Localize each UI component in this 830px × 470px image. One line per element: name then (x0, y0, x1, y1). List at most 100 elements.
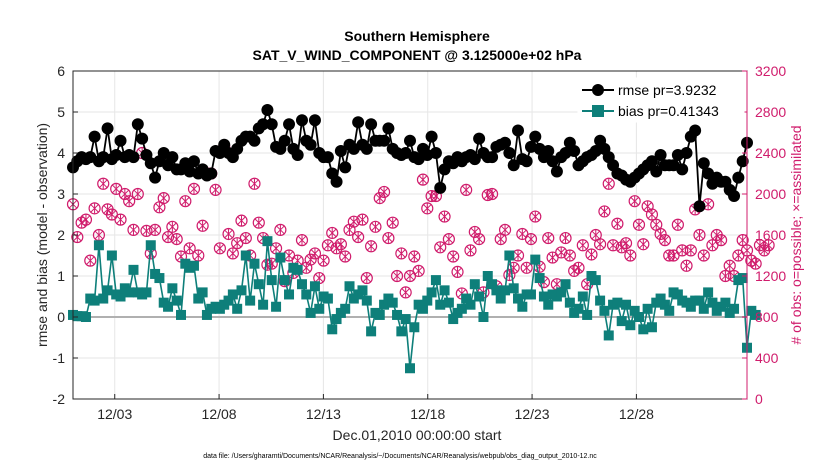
possible-obs-marker (114, 213, 127, 226)
bias-point (262, 236, 273, 247)
bias-point (309, 281, 320, 292)
rmse-point (330, 175, 343, 188)
assimilated-obs-marker (604, 178, 613, 189)
assimilated-obs-marker (302, 262, 311, 273)
assimilated-obs-marker (522, 262, 531, 273)
bias-point (478, 312, 489, 322)
possible-obs-marker (412, 264, 425, 277)
possible-obs-marker (304, 253, 317, 266)
assimilated-obs-marker (228, 248, 238, 259)
assimilated-obs-marker (591, 230, 600, 240)
bias-point (171, 295, 182, 306)
possible-obs-marker (347, 215, 360, 228)
y-axis-right-ticks: 0 400 800 1200 1600 2000 2400 2800 3200 (742, 63, 786, 407)
possible-obs-marker (498, 223, 512, 236)
possible-obs-marker (693, 228, 706, 242)
possible-obs-marker (464, 244, 477, 257)
possible-obs-marker (723, 259, 736, 272)
legend-rmse-marker (592, 84, 604, 96)
assimilated-obs-marker (349, 216, 358, 227)
y-axis-label: rmse and bias (model - observation) (34, 123, 50, 347)
possible-obs-marker (680, 259, 693, 272)
assimilated-obs-marker (107, 209, 117, 220)
possible-obs-marker (84, 254, 97, 267)
bias-point (93, 240, 104, 251)
assimilated-obs-marker (716, 235, 726, 246)
bias-point (331, 314, 342, 325)
bias-point (504, 250, 515, 261)
assimilated-obs-marker (159, 193, 168, 204)
possible-obs-marker (416, 173, 430, 186)
bias-point (374, 309, 385, 320)
bias-point (253, 279, 264, 290)
possible-obs-marker (395, 247, 408, 260)
chart-subtitle: SAT_V_WIND_COMPONENT @ 3.125000e+02 hPa (253, 47, 582, 63)
assimilated-obs-marker (99, 178, 108, 189)
y-tick-label: 4 (57, 145, 65, 161)
possible-obs-marker (157, 192, 170, 205)
bias-point (115, 291, 126, 302)
assimilated-obs-marker (617, 242, 626, 253)
rmse-point (429, 147, 442, 159)
assimilated-obs-marker (237, 215, 246, 226)
bias-point (80, 312, 91, 322)
y-right-tick-label: 1600 (755, 227, 786, 243)
rmse-point (645, 155, 658, 168)
possible-obs-marker (127, 223, 140, 236)
possible-obs-marker (503, 268, 516, 282)
assimilated-obs-marker (652, 219, 661, 230)
data-file-footnote: data file: /Users/gharamti/Documents/NCA… (203, 453, 597, 460)
bias-point (396, 326, 407, 337)
possible-obs-marker (425, 189, 438, 203)
possible-obs-marker (447, 250, 460, 263)
assimilated-obs-marker (518, 228, 527, 239)
assimilated-obs-marker (570, 265, 579, 276)
rmse-point (352, 116, 365, 129)
bias-point (625, 320, 636, 331)
bias-point (284, 289, 295, 300)
bias-point (124, 287, 135, 298)
possible-obs-marker (352, 230, 365, 244)
rmse-point (650, 165, 663, 178)
possible-obs-marker (239, 231, 252, 245)
bias-point (327, 324, 338, 335)
possible-obs-marker (602, 177, 615, 190)
bias-point (556, 287, 567, 298)
legend-rmse-label: rmse pr=3.9232 (618, 82, 717, 98)
bias-point (616, 316, 627, 327)
possible-obs-marker (632, 218, 646, 231)
possible-obs-marker (615, 241, 628, 254)
assimilated-obs-marker (150, 224, 160, 235)
bias-point (655, 293, 666, 304)
bias-point (141, 287, 152, 298)
possible-obs-marker (520, 261, 533, 274)
assimilated-obs-marker (362, 273, 371, 284)
bias-point (197, 287, 208, 298)
possible-obs-marker (529, 210, 542, 223)
assimilated-obs-marker (703, 199, 713, 210)
possible-obs-marker (559, 231, 572, 245)
assimilated-obs-marker (375, 193, 384, 204)
rmse-point (404, 134, 416, 147)
bias-point (314, 303, 325, 314)
bias-point (279, 275, 290, 286)
x-tick-label: 12/18 (410, 406, 445, 422)
y-axis-left-ticks: -2 -1 0 1 2 3 4 5 6 (53, 63, 78, 407)
possible-obs-marker (719, 269, 732, 283)
assimilated-obs-marker (643, 201, 652, 212)
y-right-tick-label: 2000 (755, 186, 786, 202)
bias-point (145, 240, 156, 251)
assimilated-obs-marker (708, 240, 717, 251)
assimilated-obs-marker (341, 251, 350, 262)
bias-point (301, 289, 312, 300)
possible-obs-marker (663, 249, 676, 262)
assimilated-obs-marker (760, 245, 769, 256)
bias-point (482, 271, 493, 281)
assimilated-obs-marker (621, 238, 631, 249)
possible-obs-marker (598, 205, 611, 218)
assimilated-obs-marker (163, 232, 173, 243)
assimilated-obs-marker (310, 248, 320, 259)
assimilated-obs-marker (639, 239, 648, 250)
possible-obs-marker (762, 239, 775, 252)
y-right-tick-label: 0 (755, 391, 763, 407)
